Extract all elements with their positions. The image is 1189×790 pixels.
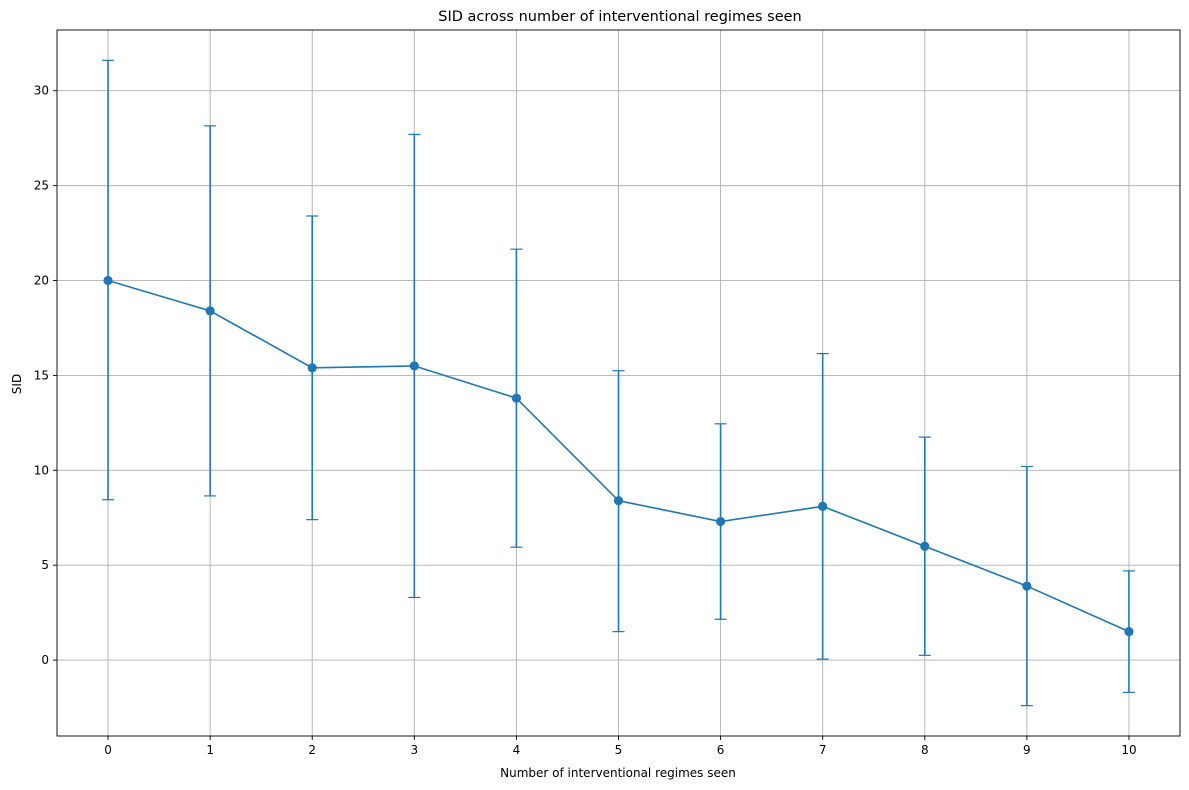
series-markers — [103, 275, 1134, 637]
y-axis-ticks: 0 5 10 15 20 25 30 — [34, 84, 57, 667]
data-point — [511, 393, 522, 403]
data-point — [920, 541, 930, 551]
x-tick-label: 3 — [410, 743, 418, 757]
x-tick-label: 8 — [921, 743, 929, 757]
y-tick-label: 10 — [34, 463, 49, 477]
data-point — [1124, 627, 1134, 637]
x-tick-label: 10 — [1121, 743, 1136, 757]
x-tick-label: 5 — [615, 743, 623, 757]
x-tick-label: 1 — [206, 743, 214, 757]
y-tick-label: 30 — [34, 84, 49, 98]
y-tick-label: 5 — [41, 558, 49, 572]
data-point — [307, 363, 317, 373]
y-tick-label: 15 — [34, 368, 49, 382]
x-axis-ticks: 0 1 2 3 4 5 6 7 8 9 10 — [104, 736, 1137, 757]
y-tick-label: 0 — [41, 653, 49, 667]
y-axis-label: SID — [10, 374, 24, 394]
y-tick-label: 25 — [34, 179, 49, 193]
x-tick-label: 6 — [717, 743, 725, 757]
data-point — [103, 275, 113, 286]
data-point — [1022, 581, 1032, 591]
data-point — [205, 306, 215, 316]
data-point — [715, 516, 726, 527]
x-tick-label: 2 — [308, 743, 316, 757]
data-point — [818, 501, 828, 511]
data-point — [409, 361, 419, 371]
x-tick-label: 4 — [513, 743, 521, 757]
chart-title: SID across number of interventional regi… — [438, 9, 802, 25]
x-tick-label: 9 — [1023, 743, 1031, 757]
x-tick-label: 7 — [819, 743, 827, 757]
y-tick-label: 20 — [34, 274, 49, 288]
x-tick-label: 0 — [104, 743, 112, 757]
data-point — [613, 496, 624, 506]
x-axis-label: Number of interventional regimes seen — [500, 766, 736, 780]
